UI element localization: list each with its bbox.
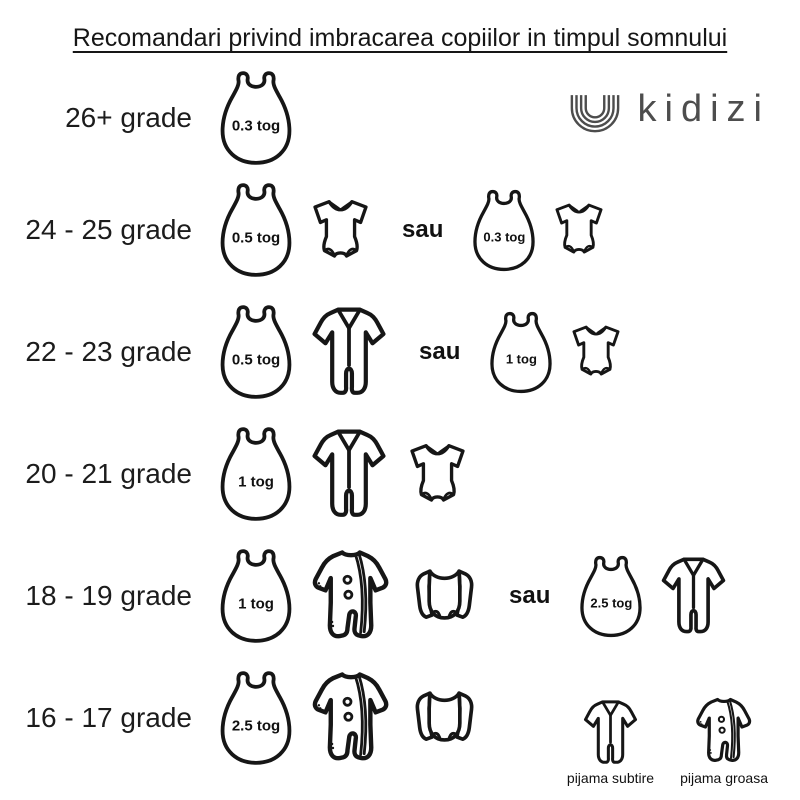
kidizi-logo: kidizi <box>558 82 770 136</box>
clothing-option: 1 tog <box>218 545 481 647</box>
tog-rating-label: 0.3 tog <box>231 117 281 135</box>
clothing-option: 2.5 tog <box>218 667 481 769</box>
tog-rating-label: 1 tog <box>505 351 537 367</box>
sleeping-bag-icon: 2.5 tog <box>218 667 294 769</box>
short-sleeve-bodysuit-icon <box>567 323 625 381</box>
thin-pajama-icon <box>580 699 641 767</box>
tog-rating-label: 0.5 tog <box>231 229 281 247</box>
legend-item-label: pijama groasa <box>680 770 768 786</box>
pajama-legend: pijama subtire pijama groasa <box>567 696 768 786</box>
sleeping-bag-icon: 0.5 tog <box>218 301 294 403</box>
or-label: sau <box>509 582 551 609</box>
long-sleeve-bodysuit-icon <box>408 563 481 629</box>
legend-item-label: pijama subtire <box>566 770 655 786</box>
sleeping-bag-icon: 1 tog <box>218 545 294 647</box>
clothing-options: 0.5 tog sau 1 tog <box>218 301 625 403</box>
thin-pajama-icon <box>307 306 391 399</box>
temperature-label: 24 - 25 grade <box>25 214 192 245</box>
temperature-row: 20 - 21 grade 1 tog <box>0 413 800 535</box>
clothing-option: 0.3 tog <box>471 186 608 275</box>
temperature-row: 18 - 19 grade 1 tog sau 2.5 tog <box>0 535 800 657</box>
clothing-option: 0.5 tog <box>218 179 374 281</box>
thin-pajama-icon <box>657 556 730 637</box>
temperature-label: 26+ grade <box>65 102 192 133</box>
clothing-options: 0.5 tog sau 0.3 tog <box>218 179 608 281</box>
legend-item: pijama subtire <box>567 699 654 786</box>
clothing-option: 1 tog <box>488 308 625 397</box>
sleeping-bag-icon: 1 tog <box>218 423 294 525</box>
thick-pajama-icon <box>307 548 395 645</box>
temperature-row: 24 - 25 grade 0.5 tog sau 0.3 tog <box>0 169 800 291</box>
temperature-row: 22 - 23 grade 0.5 tog sau 1 tog <box>0 291 800 413</box>
thick-pajama-icon <box>692 696 756 767</box>
sleeping-bag-icon: 0.3 tog <box>471 186 537 275</box>
clothing-option: 0.5 tog <box>218 301 391 403</box>
temperature-label: 18 - 19 grade <box>25 580 192 611</box>
temperature-label: 16 - 17 grade <box>25 702 192 733</box>
page-title: Recomandari privind imbracarea copiilor … <box>72 24 728 52</box>
legend-item: pijama groasa <box>680 696 768 786</box>
tog-rating-label: 0.3 tog <box>483 229 526 245</box>
temperature-label: 22 - 23 grade <box>25 336 192 367</box>
temperature-row: 16 - 17 grade 2.5 tog <box>0 657 800 779</box>
short-sleeve-bodysuit-icon <box>404 441 471 508</box>
or-label: sau <box>419 338 461 365</box>
sleeping-bag-icon: 2.5 tog <box>578 552 644 641</box>
kidizi-logo-text: kidizi <box>637 87 770 130</box>
sleeping-bag-icon: 0.3 tog <box>218 67 294 169</box>
thick-pajama-icon <box>307 670 395 767</box>
temperature-row: 26+ grade 0.3 tog <box>0 67 800 169</box>
tog-rating-label: 2.5 tog <box>590 595 633 611</box>
tog-rating-label: 1 tog <box>238 473 274 491</box>
temperature-label: 20 - 21 grade <box>25 458 192 489</box>
temperature-rows: 26+ grade 0.3 tog 24 - 25 grade 0.5 tog sau 0… <box>0 67 800 779</box>
sleeping-bag-icon: 1 tog <box>488 308 554 397</box>
long-sleeve-bodysuit-icon <box>408 685 481 751</box>
clothing-option: 1 tog <box>218 423 471 525</box>
short-sleeve-bodysuit-icon <box>307 197 374 264</box>
kidizi-arcs-icon <box>570 95 619 133</box>
short-sleeve-bodysuit-icon <box>550 201 608 259</box>
clothing-option: 2.5 tog <box>578 552 730 641</box>
clothing-options: 0.3 tog <box>218 67 294 169</box>
clothing-option: 0.3 tog <box>218 67 294 169</box>
tog-rating-label: 1 tog <box>238 595 274 613</box>
clothing-options: 2.5 tog <box>218 667 481 769</box>
sleeping-bag-icon: 0.5 tog <box>218 179 294 281</box>
thin-pajama-icon <box>307 428 391 521</box>
or-label: sau <box>402 216 444 243</box>
clothing-options: 1 tog sau 2.5 tog <box>218 545 730 647</box>
tog-rating-label: 2.5 tog <box>231 717 281 735</box>
clothing-options: 1 tog <box>218 423 471 525</box>
tog-rating-label: 0.5 tog <box>231 351 281 369</box>
